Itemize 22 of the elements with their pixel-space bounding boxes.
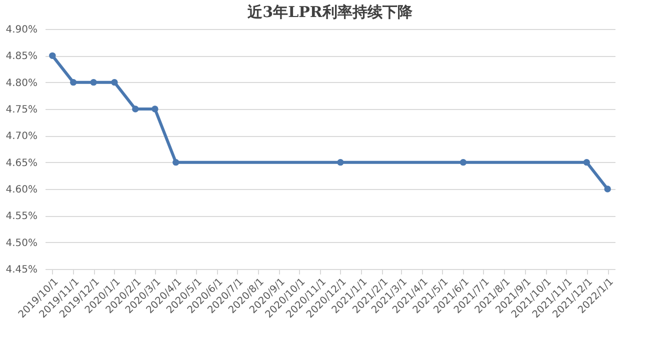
y-tick-label: 4.75%	[6, 104, 38, 116]
chart-title: 近3年LPR利率持续下降	[246, 3, 414, 21]
point	[132, 106, 139, 112]
point	[337, 158, 344, 166]
y-tick-label: 4.85%	[6, 51, 38, 62]
point	[152, 106, 158, 112]
y-tick-label: 4.70%	[6, 131, 38, 142]
y-tick-label: 4.90%	[6, 24, 38, 36]
point	[604, 186, 611, 192]
y-tick-label: 4.45%	[6, 264, 38, 276]
point	[49, 52, 56, 60]
point	[460, 158, 467, 166]
y-tick-label: 4.55%	[6, 211, 38, 222]
point	[90, 78, 97, 86]
point	[172, 158, 180, 166]
y-tick-label: 4.50%	[6, 238, 38, 249]
point	[70, 78, 77, 86]
point	[111, 78, 118, 86]
y-tick-label: 4.60%	[6, 184, 38, 196]
y-tick-label: 4.65%	[6, 158, 38, 169]
y-tick-label: 4.80%	[6, 78, 38, 89]
point	[583, 158, 590, 166]
